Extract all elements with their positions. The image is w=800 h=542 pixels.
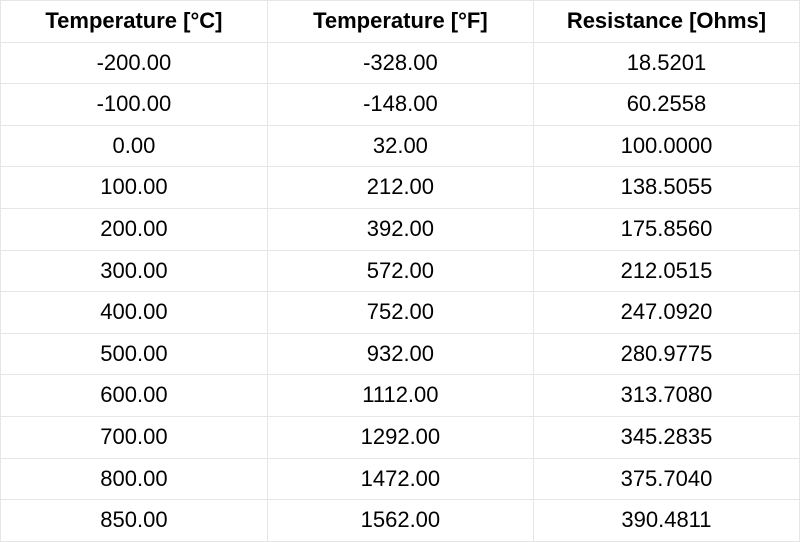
table-row: -200.00-328.0018.5201	[1, 42, 800, 84]
table-cell: 1112.00	[267, 375, 533, 417]
resistance-table-container: Temperature [°C] Temperature [°F] Resist…	[0, 0, 800, 542]
table-header-row: Temperature [°C] Temperature [°F] Resist…	[1, 1, 800, 43]
table-cell: 572.00	[267, 250, 533, 292]
table-cell: 280.9775	[533, 333, 799, 375]
table-row: 500.00932.00280.9775	[1, 333, 800, 375]
table-row: 100.00212.00138.5055	[1, 167, 800, 209]
table-cell: 375.7040	[533, 458, 799, 500]
table-cell: -148.00	[267, 84, 533, 126]
table-cell: 345.2835	[533, 416, 799, 458]
table-cell: 100.00	[1, 167, 268, 209]
table-cell: 752.00	[267, 292, 533, 334]
header-resistance: Resistance [Ohms]	[533, 1, 799, 43]
table-cell: 400.00	[1, 292, 268, 334]
table-cell: 800.00	[1, 458, 268, 500]
table-cell: 212.0515	[533, 250, 799, 292]
table-cell: 1472.00	[267, 458, 533, 500]
table-cell: 138.5055	[533, 167, 799, 209]
table-cell: -328.00	[267, 42, 533, 84]
table-cell: 390.4811	[533, 500, 799, 542]
header-temp-c: Temperature [°C]	[1, 1, 268, 43]
table-cell: 247.0920	[533, 292, 799, 334]
table-row: -100.00-148.0060.2558	[1, 84, 800, 126]
table-cell: 0.00	[1, 125, 268, 167]
table-cell: 850.00	[1, 500, 268, 542]
table-row: 200.00392.00175.8560	[1, 208, 800, 250]
header-temp-f: Temperature [°F]	[267, 1, 533, 43]
resistance-table: Temperature [°C] Temperature [°F] Resist…	[0, 0, 800, 542]
table-cell: 932.00	[267, 333, 533, 375]
table-row: 400.00752.00247.0920	[1, 292, 800, 334]
table-row: 800.001472.00375.7040	[1, 458, 800, 500]
table-cell: 18.5201	[533, 42, 799, 84]
table-cell: 700.00	[1, 416, 268, 458]
table-cell: 392.00	[267, 208, 533, 250]
table-cell: 212.00	[267, 167, 533, 209]
table-cell: 200.00	[1, 208, 268, 250]
table-cell: 500.00	[1, 333, 268, 375]
table-cell: 175.8560	[533, 208, 799, 250]
table-cell: 600.00	[1, 375, 268, 417]
table-cell: -200.00	[1, 42, 268, 84]
table-cell: -100.00	[1, 84, 268, 126]
table-body: -200.00-328.0018.5201-100.00-148.0060.25…	[1, 42, 800, 541]
table-cell: 32.00	[267, 125, 533, 167]
table-row: 850.001562.00390.4811	[1, 500, 800, 542]
table-row: 0.0032.00100.0000	[1, 125, 800, 167]
table-cell: 60.2558	[533, 84, 799, 126]
table-cell: 1562.00	[267, 500, 533, 542]
table-row: 700.001292.00345.2835	[1, 416, 800, 458]
table-row: 600.001112.00313.7080	[1, 375, 800, 417]
table-cell: 1292.00	[267, 416, 533, 458]
table-cell: 313.7080	[533, 375, 799, 417]
table-cell: 100.0000	[533, 125, 799, 167]
table-cell: 300.00	[1, 250, 268, 292]
table-row: 300.00572.00212.0515	[1, 250, 800, 292]
